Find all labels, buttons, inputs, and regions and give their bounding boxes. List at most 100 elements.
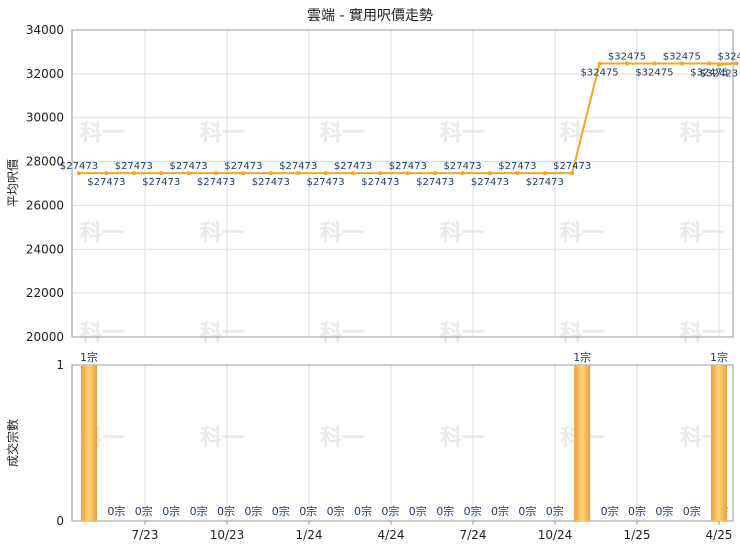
price-data-label: $32423	[700, 69, 738, 80]
price-point	[159, 171, 164, 176]
price-data-label: $32475	[663, 51, 701, 62]
price-data-label: $27473	[498, 161, 536, 172]
price-data-label: $27473	[553, 161, 591, 172]
watermark-text: 科一	[80, 221, 124, 246]
watermark-text: 科一	[440, 321, 484, 346]
x-tick-label: 1/24	[296, 528, 323, 542]
chart-title: 雲端 - 實用呎價走勢	[307, 7, 433, 24]
x-tick-label: 10/23	[210, 528, 245, 542]
price-data-label: $27473	[87, 177, 125, 188]
x-tick-label: 7/23	[132, 528, 159, 542]
price-data-label: $27473	[389, 161, 427, 172]
watermark-text: 科一	[80, 321, 124, 346]
watermark-text: 科一	[440, 426, 484, 451]
price-point	[488, 171, 492, 176]
price-data-label: $27473	[224, 161, 262, 172]
price-data-label: $32475	[608, 51, 646, 62]
price-data-label: $27473	[526, 177, 564, 188]
price-point	[214, 171, 218, 176]
price-data-label: $27473	[361, 177, 399, 188]
price-point	[707, 61, 712, 66]
price-y-tick: 26000	[26, 198, 64, 212]
watermark-text: 科一	[320, 321, 364, 346]
volume-data-label: 0宗	[381, 504, 399, 518]
price-point	[186, 171, 191, 176]
price-point	[679, 61, 684, 66]
watermark-text: 科一	[440, 221, 484, 246]
volume-y-tick: 0	[56, 514, 64, 528]
volume-bar	[711, 365, 727, 521]
volume-data-label: 0宗	[162, 504, 180, 518]
volume-bar	[574, 365, 591, 521]
price-point	[296, 171, 301, 176]
watermark-text: 科一	[560, 221, 604, 246]
price-point	[378, 171, 383, 176]
volume-data-label: 0宗	[409, 504, 427, 518]
price-point	[405, 171, 410, 176]
price-data-label: $27473	[279, 161, 317, 172]
x-tick-label: 4/24	[378, 528, 405, 542]
watermark-text: 科一	[200, 321, 244, 346]
price-data-label: $27473	[334, 161, 372, 172]
volume-data-label: 0宗	[190, 504, 208, 518]
watermark-text: 科一	[560, 321, 604, 346]
volume-data-label: 1宗	[80, 350, 98, 364]
price-point	[323, 171, 328, 176]
price-y-tick: 20000	[26, 330, 64, 344]
x-tick-label: 1/25	[624, 528, 651, 542]
price-point	[460, 171, 465, 176]
x-axis: 7/23 10/23 1/24 4/24 7/24 10/24 1/25 4/25	[132, 521, 733, 542]
price-point	[515, 171, 520, 176]
watermark-text: 科一	[200, 426, 244, 451]
volume-data-label: 0宗	[546, 504, 564, 518]
watermark-text: 科一	[320, 426, 364, 451]
price-y-axis: 20000 22000 24000 26000 28000 30000 32000 34000	[26, 23, 64, 344]
watermark-text: 科一	[320, 221, 364, 246]
price-y-tick: 22000	[26, 286, 64, 300]
price-y-tick: 24000	[26, 242, 64, 256]
watermark-text: 科一	[80, 121, 124, 146]
volume-bar	[81, 365, 97, 521]
price-data-label: $32475	[690, 67, 728, 78]
price-point	[734, 61, 739, 66]
volume-data-label: 0宗	[272, 504, 290, 518]
volume-data-label: 1宗	[710, 350, 728, 364]
price-y-tick: 34000	[26, 23, 64, 37]
price-point	[131, 171, 136, 176]
volume-data-label: 0宗	[436, 504, 454, 518]
price-point	[77, 171, 81, 176]
price-data-label: $32475	[581, 67, 619, 78]
volume-data-label: 0宗	[491, 504, 509, 518]
price-point	[433, 171, 438, 176]
price-y-tick: 28000	[26, 155, 64, 169]
volume-data-label: 0宗	[354, 504, 372, 518]
price-y-tick: 32000	[26, 67, 64, 81]
x-tick-label: 4/25	[706, 528, 733, 542]
volume-data-label: 0宗	[601, 504, 619, 518]
volume-data-label: 0宗	[107, 504, 125, 518]
volume-data-label: 0宗	[217, 504, 235, 518]
price-data-label: $27473	[170, 161, 208, 172]
price-data-label: $32475	[718, 51, 740, 62]
watermark-text: 科一	[200, 221, 244, 246]
price-data-label: $27473	[252, 177, 290, 188]
price-y-tick: 30000	[26, 111, 64, 125]
price-point	[268, 171, 273, 176]
price-y-axis-label: 平均呎價	[6, 159, 20, 207]
volume-data-label: 0宗	[244, 504, 262, 518]
price-line-series: $27473 $27473 $27473 $27473 $27473 $27473 $274…	[60, 51, 740, 188]
volume-y-axis-label: 成交宗數	[5, 419, 20, 467]
volume-y-tick: 1	[56, 358, 64, 372]
x-tick-label: 7/24	[460, 528, 487, 542]
price-data-label: $27473	[416, 177, 454, 188]
watermark-text: 科一	[200, 121, 244, 146]
price-point	[542, 171, 547, 176]
price-point	[597, 61, 602, 66]
volume-data-label: 0宗	[628, 504, 646, 518]
watermark-text: 科一	[680, 121, 724, 146]
x-tick-label: 10/24	[538, 528, 573, 542]
price-line	[79, 62, 737, 175]
volume-plot-frame	[71, 364, 734, 522]
